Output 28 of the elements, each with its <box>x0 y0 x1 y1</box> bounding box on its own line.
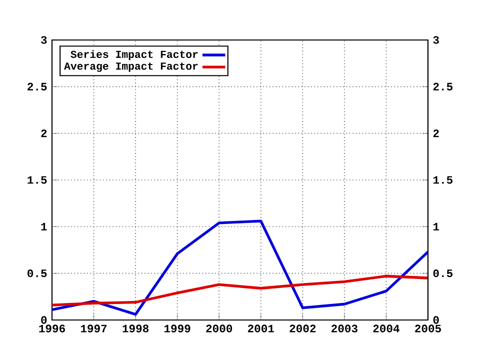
x-tick-label: 2003 <box>332 324 358 332</box>
y-tick-label: 0.5 <box>28 269 47 278</box>
x-tick-label: 2004 <box>373 324 400 332</box>
y2-tick-label: 1.5 <box>433 176 452 184</box>
x-tick-label: 2001 <box>248 324 274 332</box>
y2-tick-label: 0 <box>433 316 439 324</box>
legend-label: Average Impact Factor <box>64 62 198 72</box>
x-tick-label: 1999 <box>164 324 190 332</box>
y-tick-label: 1.5 <box>28 176 47 184</box>
y-tick-label: 3 <box>41 36 47 44</box>
y2-tick-label: 2.5 <box>433 82 452 90</box>
legend-label: Series Impact Factor <box>70 50 198 60</box>
y-tick-label: 0 <box>41 316 47 324</box>
line-series <box>52 220 428 316</box>
x-tick-label: 2000 <box>206 324 232 332</box>
y-tick-label: 2 <box>41 130 47 138</box>
x-tick-label: 1997 <box>80 324 107 332</box>
y2-tick-label: 2 <box>433 130 439 138</box>
y-tick-label: 1 <box>41 222 47 230</box>
x-tick-label: 1998 <box>122 324 149 332</box>
line-series <box>52 274 428 306</box>
y2-tick-label: 1 <box>433 222 440 230</box>
x-tick-label: 2002 <box>290 324 316 332</box>
y2-tick-label: 0.5 <box>433 269 452 278</box>
x-tick-label: 1996 <box>39 324 65 332</box>
y-tick-label: 2.5 <box>28 82 47 90</box>
y2-tick-label: 3 <box>433 36 439 44</box>
x-tick-label: 2005 <box>415 324 441 332</box>
